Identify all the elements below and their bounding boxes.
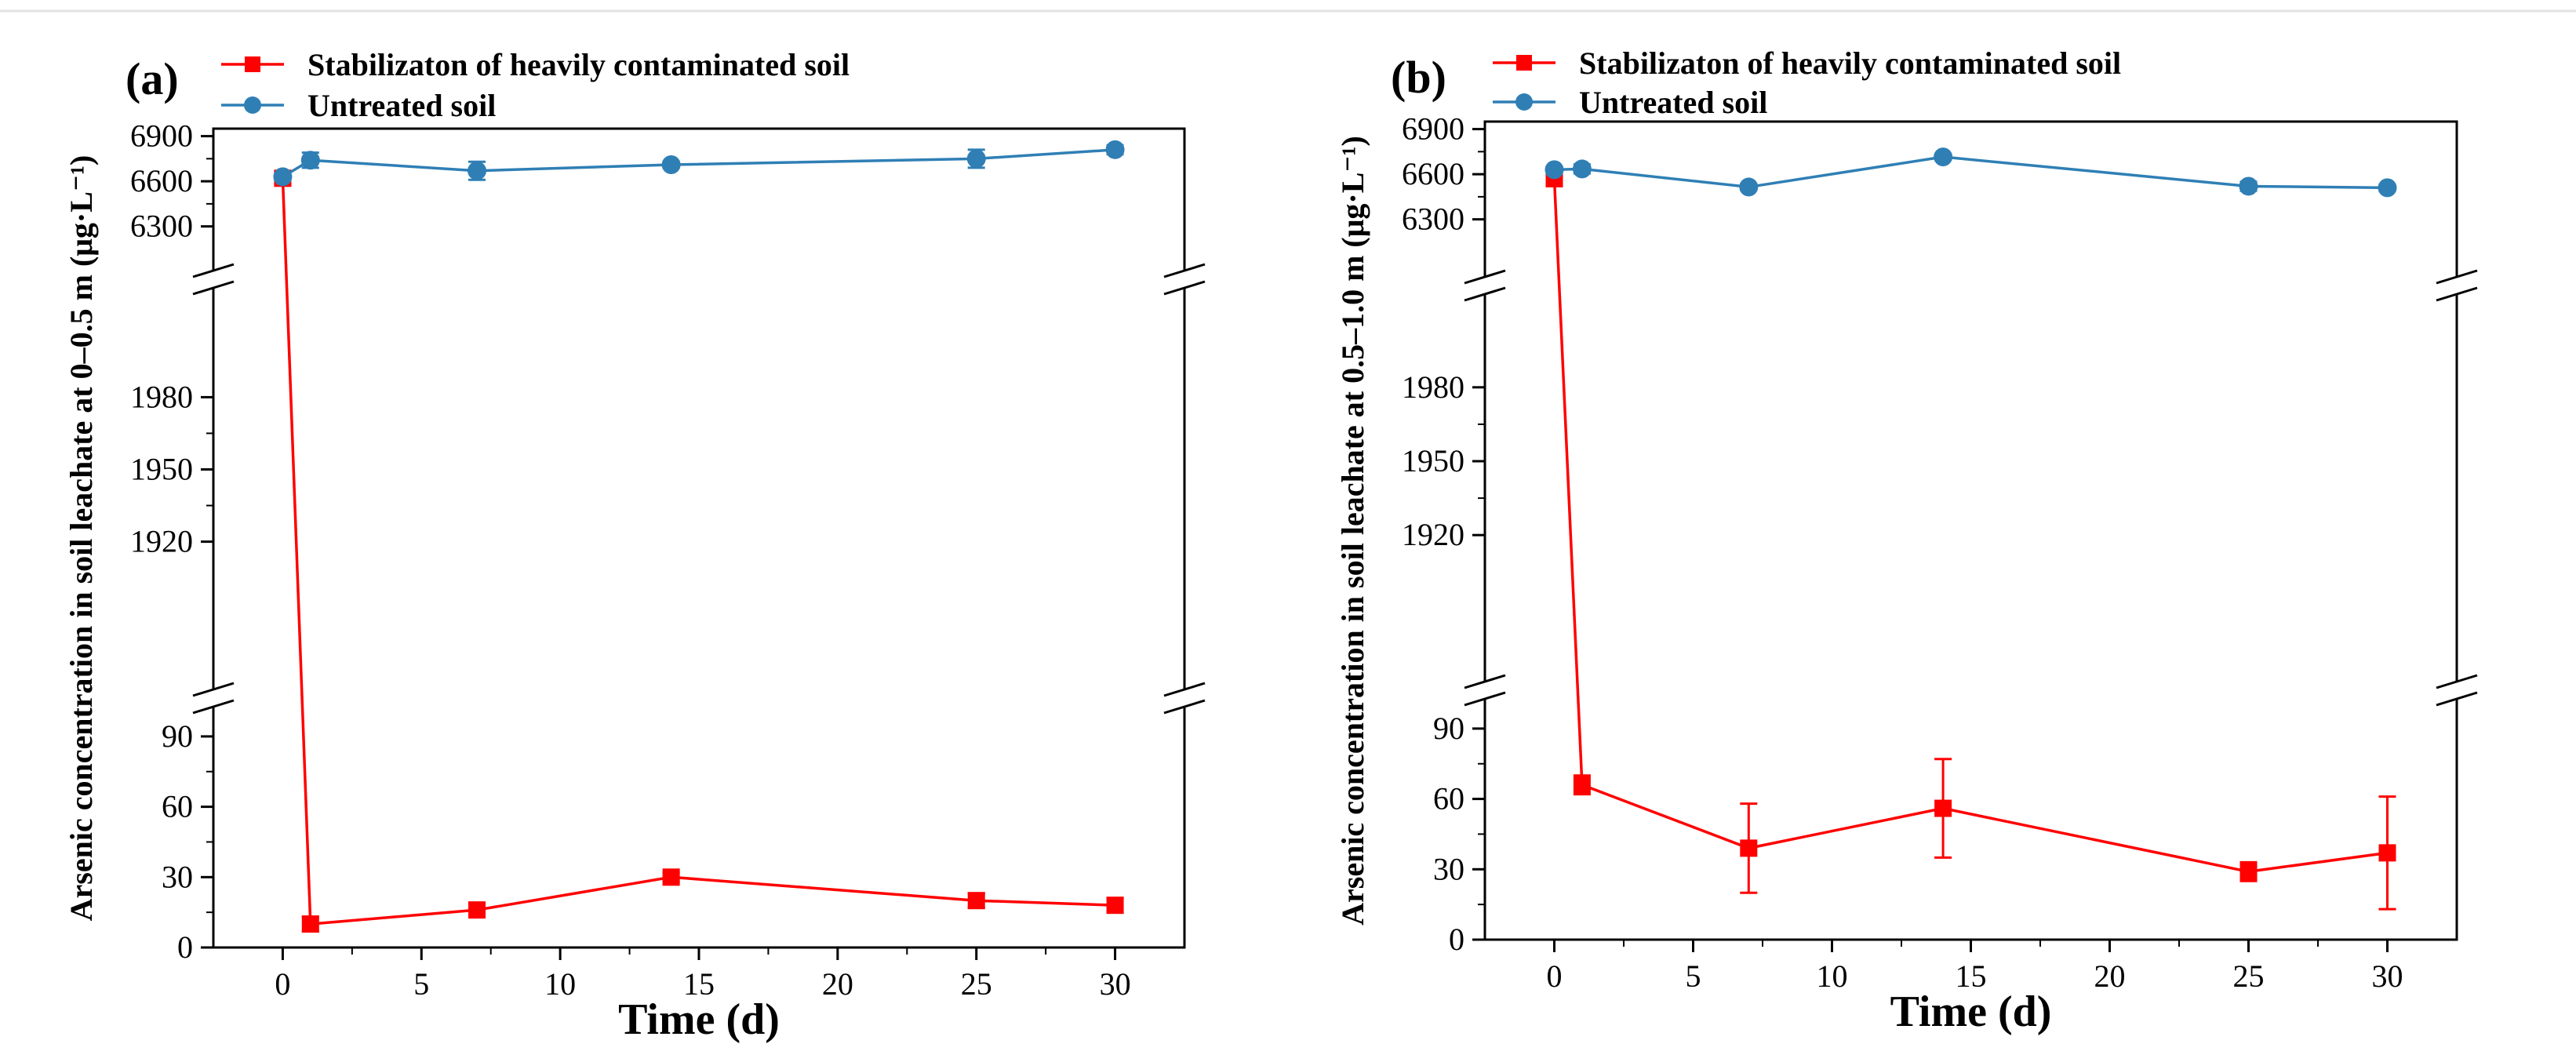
- data-point-circle: [273, 167, 293, 187]
- axis-break-mark: [192, 699, 235, 715]
- y-axis-title: Arsenic concentration in soil leachate a…: [64, 155, 99, 922]
- legend-label: Stabilizaton of heavily contaminated soi…: [1579, 45, 2121, 81]
- data-point-square: [1934, 799, 1952, 817]
- chart-panel-b: 0 5 10 15 20 25 30 0 30 60 90 1920 1950 1980 6300 6600 6…: [1335, 45, 2480, 1036]
- data-point-square: [1740, 839, 1758, 857]
- axis-break-mark: [192, 263, 235, 278]
- y-axis-title: Arsenic concentration in soil leachate a…: [1335, 136, 1370, 926]
- data-point-square: [2239, 863, 2258, 881]
- x-tick-label: 10: [1817, 958, 1848, 994]
- x-axis-title: Time (d): [1890, 987, 2052, 1036]
- x-axis-title: Time (d): [618, 995, 780, 1044]
- x-tick-label: 20: [822, 966, 853, 1002]
- legend-marker-square: [245, 56, 260, 72]
- axis-break-mark: [1163, 682, 1206, 697]
- x-tick-label: 25: [961, 966, 992, 1002]
- y-tick-label: 6600: [130, 163, 193, 198]
- x-tick-label: 15: [683, 966, 715, 1002]
- x-tick-label: 0: [275, 966, 290, 1002]
- y-tick-label: 30: [1433, 851, 1464, 886]
- data-point-circle: [1934, 147, 1953, 167]
- axis-break-mark: [2436, 286, 2478, 302]
- y-tick-label: 0: [1449, 922, 1464, 957]
- x-tick-label: 10: [544, 966, 576, 1002]
- axis-break-mark: [1163, 699, 1206, 715]
- data-point-square: [1106, 897, 1124, 915]
- series-line-stabilization: [1552, 178, 2388, 874]
- data-point-circle: [1545, 160, 1564, 180]
- y-tick-label: 6900: [130, 118, 193, 154]
- data-point-circle: [2378, 178, 2397, 198]
- legend-label: Untreated soil: [1579, 85, 1767, 120]
- axis-break-mark: [1163, 280, 1206, 296]
- legend-marker-circle: [1515, 93, 1533, 111]
- y-tick-label: 1980: [130, 379, 193, 414]
- data-point-circle: [300, 151, 320, 170]
- chart-panel-a: 0 5 10 15 20 25 30 0 30 60 90 1920 1950 1980 6300 6600 6…: [64, 47, 1208, 1044]
- axis-break-mark: [192, 682, 235, 697]
- x-tick-label: 5: [413, 966, 429, 1002]
- data-point-square: [301, 915, 319, 933]
- y-tick-label: 1920: [130, 524, 193, 559]
- y-tick-label: 90: [162, 718, 193, 754]
- x-tick-label: 30: [1100, 966, 1131, 1002]
- axis-break-mark: [2436, 674, 2478, 689]
- y-tick-label: 0: [177, 929, 193, 965]
- x-tick-label: 25: [2233, 958, 2265, 994]
- data-point-square: [662, 868, 680, 886]
- x-tick-label: 15: [1956, 958, 1987, 994]
- data-point-square: [468, 901, 486, 919]
- data-point-square: [967, 892, 985, 910]
- y-tick-label: 1950: [1402, 443, 1464, 478]
- y-tick-label: 6300: [1402, 202, 1464, 237]
- y-tick-label: 6600: [1402, 156, 1464, 191]
- axis-break-mark: [1464, 286, 1506, 302]
- axis-break-mark: [1163, 263, 1206, 278]
- y-tick-label: 1920: [1402, 517, 1464, 552]
- y-tick-label: 60: [162, 789, 193, 824]
- x-tick-label: 0: [1547, 958, 1563, 994]
- axis-break-mark: [2436, 691, 2478, 707]
- y-tick-label: 6900: [1402, 111, 1464, 147]
- data-point-circle: [1739, 177, 1759, 197]
- data-point-circle: [468, 161, 487, 180]
- panel-label: (a): [126, 53, 179, 104]
- x-tick-label: 30: [2372, 958, 2403, 994]
- data-point-circle: [1572, 159, 1592, 179]
- legend-label: Untreated soil: [307, 88, 496, 123]
- axis-break-mark: [1464, 691, 1506, 707]
- x-tick-label: 20: [2094, 958, 2126, 994]
- data-point-circle: [2239, 176, 2258, 196]
- data-point-circle: [1105, 140, 1125, 159]
- data-point-circle: [966, 149, 986, 169]
- y-tick-label: 60: [1433, 781, 1464, 817]
- data-point-square: [2378, 844, 2396, 862]
- y-tick-label: 30: [162, 859, 193, 894]
- series-line-stabilization: [281, 178, 1115, 926]
- legend-marker-circle: [244, 96, 261, 114]
- legend-marker-square: [1516, 55, 1532, 71]
- x-tick-label: 5: [1686, 958, 1701, 994]
- data-point-circle: [661, 155, 681, 175]
- panel-label: (b): [1391, 52, 1446, 103]
- axis-break-mark: [1464, 269, 1506, 285]
- axis-break-mark: [1464, 674, 1506, 689]
- legend-label: Stabilizaton of heavily contaminated soi…: [307, 47, 850, 82]
- y-tick-label: 90: [1433, 711, 1464, 746]
- y-tick-label: 1950: [130, 452, 193, 487]
- data-point-square: [1573, 776, 1591, 794]
- axis-break-mark: [2436, 269, 2478, 285]
- axis-break-mark: [192, 280, 235, 296]
- y-tick-label: 6300: [130, 209, 193, 244]
- y-tick-label: 1980: [1402, 369, 1464, 405]
